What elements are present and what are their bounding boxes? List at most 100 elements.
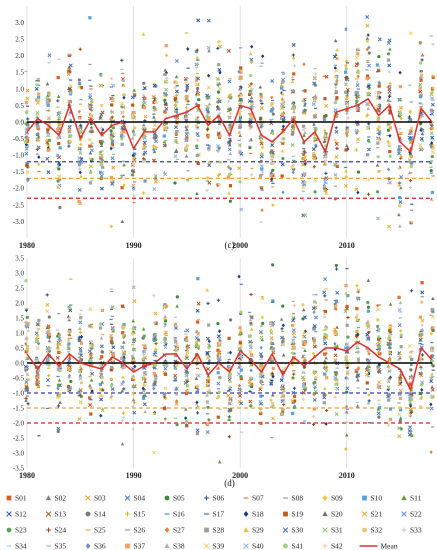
data-point [418,391,422,396]
legend-marker [45,511,52,517]
legend-item: S24 [46,526,66,535]
data-point [344,70,348,74]
legend-label: S24 [55,526,67,535]
data-point [387,142,392,147]
data-point [174,363,178,368]
data-point [111,352,115,357]
data-point [142,349,147,354]
data-point [68,100,73,104]
data-point [78,170,82,175]
legend-label: S39 [213,542,225,550]
x-tick-label: 2010 [339,241,355,250]
data-point [334,85,338,90]
data-point [375,303,380,308]
data-point [431,74,435,78]
data-point [89,358,93,362]
data-point [323,179,328,184]
data-point [196,61,200,66]
data-point [334,68,339,73]
data-point [130,354,135,358]
data-point [375,163,380,167]
data-point [249,82,253,86]
data-point [429,126,433,131]
data-point [120,382,124,387]
data-point [419,136,424,141]
data-point [239,401,244,406]
data-point [100,355,104,359]
data-point [217,460,222,464]
data-point [429,376,434,381]
data-point [322,139,327,143]
data-point [410,397,414,401]
data-point [324,368,329,373]
data-point [259,164,264,169]
data-point [26,356,30,361]
legend-label: S17 [213,510,225,519]
data-point [98,393,103,398]
data-point [121,78,126,82]
y-tick-label: -0.5 [13,374,25,382]
data-point [376,155,380,159]
data-point [194,118,198,122]
data-point [121,380,125,384]
data-point [237,111,242,115]
data-point [290,88,295,93]
data-point [333,395,337,399]
data-point [207,346,211,350]
data-point [302,171,307,176]
data-point [387,332,392,337]
data-point [387,87,392,91]
data-point [408,396,412,401]
data-point [47,332,52,336]
data-point [45,302,50,307]
data-point [100,131,104,135]
data-point [45,98,49,103]
data-point [430,102,435,107]
data-point [260,354,264,359]
data-point [281,304,285,308]
data-point [237,383,241,388]
data-point [58,206,62,210]
data-point [354,101,358,105]
data-point [386,379,391,383]
legend-item: S33 [401,526,422,535]
data-point [205,108,209,112]
data-point [26,377,30,382]
data-point [131,405,135,409]
data-point [195,356,199,360]
data-point [344,433,349,437]
data-point [398,419,402,423]
data-point [56,75,60,80]
data-point [207,388,211,392]
data-point [131,332,135,336]
data-point [154,100,158,104]
data-point [98,170,103,174]
data-point [77,390,81,394]
data-point [162,134,166,138]
data-point [121,93,126,97]
panel-label: (d) [224,478,235,488]
data-point [388,350,392,354]
data-point [367,122,371,126]
data-point [122,183,126,187]
data-point [121,375,125,379]
legend-item: S41 [283,542,303,550]
data-point [249,118,253,122]
data-point [218,329,222,334]
data-point [418,142,423,147]
y-tick-label: 1.0 [15,85,24,93]
data-point [398,165,402,169]
data-point [207,118,211,122]
data-point [301,99,305,103]
data-point [228,385,232,390]
legend-item: S22 [401,510,422,519]
data-point [334,176,338,180]
legend-item: S12 [6,510,27,519]
legend-item: S26 [125,526,145,535]
data-point [271,320,276,325]
data-point [173,85,177,90]
data-point [322,184,327,188]
data-point [270,161,275,166]
data-point [237,69,241,74]
data-point [388,47,392,51]
